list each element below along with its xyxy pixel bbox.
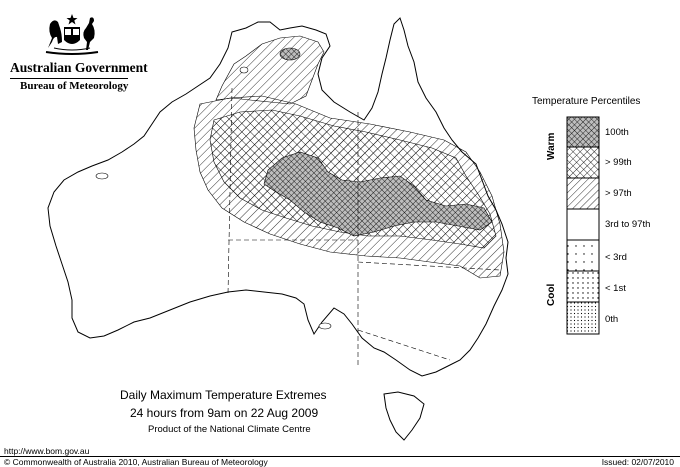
- coat-of-arms-logo: [45, 14, 99, 55]
- legend-label-0th: 0th: [605, 314, 619, 325]
- legend-label-97th: > 97th: [605, 188, 632, 199]
- tasmania-outline: [383, 391, 425, 441]
- island-1: [239, 66, 249, 74]
- header-divider: [10, 78, 128, 79]
- bureau-title: Bureau of Meteorology: [20, 80, 129, 92]
- border-nsw-vic: [357, 329, 451, 361]
- legend-warm-label: Warm: [546, 132, 557, 160]
- legend-swatch-99th: [566, 146, 600, 179]
- legend-swatch-100th: [566, 116, 600, 148]
- legend-swatch-3rd: [566, 239, 600, 272]
- issued-date: Issued: 02/07/2010: [601, 457, 674, 467]
- island-2: [95, 172, 109, 180]
- region-100th: [263, 151, 493, 237]
- government-title: Australian Government: [10, 60, 148, 75]
- legend-title: Temperature Percentiles: [532, 96, 641, 107]
- legend-swatch-0th: [566, 301, 600, 335]
- legend-label-99th: > 99th: [605, 157, 632, 168]
- map-subtitle: 24 hours from 9am on 22 Aug 2009: [130, 406, 319, 420]
- island-3: [318, 322, 332, 330]
- legend-label-normal: 3rd to 97th: [605, 219, 651, 230]
- map-title: Daily Maximum Temperature Extremes: [120, 388, 327, 402]
- map-credit: Product of the National Climate Centre: [148, 424, 311, 435]
- legend-swatch-97th: [566, 177, 600, 210]
- copyright-notice: © Commonwealth of Australia 2010, Austra…: [4, 457, 268, 467]
- legend-label-1st: < 1st: [605, 283, 626, 294]
- legend-swatches: [566, 116, 600, 335]
- region-topend-spot: [279, 47, 301, 61]
- footer-divider: [0, 456, 680, 457]
- legend-cool-label: Cool: [546, 283, 557, 306]
- legend-swatch-1st: [566, 270, 600, 303]
- legend-swatch-normal: [566, 208, 600, 241]
- border-wa: [227, 87, 233, 295]
- legend-label-3rd: < 3rd: [605, 252, 627, 263]
- legend-label-100th: 100th: [605, 127, 629, 138]
- website-url: http://www.bom.gov.au: [4, 446, 90, 456]
